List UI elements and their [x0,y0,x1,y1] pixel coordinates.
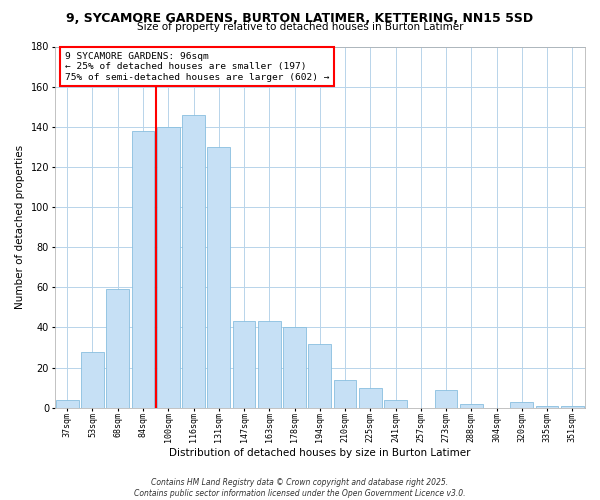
Bar [460,404,483,408]
Bar [106,290,129,408]
Bar [81,352,104,408]
Bar [233,322,256,408]
Bar [561,406,584,408]
Bar [208,147,230,408]
Bar [131,131,154,408]
Text: Size of property relative to detached houses in Burton Latimer: Size of property relative to detached ho… [137,22,463,32]
Bar [536,406,559,408]
X-axis label: Distribution of detached houses by size in Burton Latimer: Distribution of detached houses by size … [169,448,470,458]
Bar [258,322,281,408]
Y-axis label: Number of detached properties: Number of detached properties [15,145,25,309]
Text: 9, SYCAMORE GARDENS, BURTON LATIMER, KETTERING, NN15 5SD: 9, SYCAMORE GARDENS, BURTON LATIMER, KET… [67,12,533,26]
Bar [334,380,356,408]
Bar [283,328,306,408]
Bar [182,114,205,408]
Bar [511,402,533,408]
Text: 9 SYCAMORE GARDENS: 96sqm
← 25% of detached houses are smaller (197)
75% of semi: 9 SYCAMORE GARDENS: 96sqm ← 25% of detac… [65,52,330,82]
Bar [384,400,407,408]
Bar [359,388,382,408]
Bar [308,344,331,408]
Bar [435,390,457,408]
Text: Contains HM Land Registry data © Crown copyright and database right 2025.
Contai: Contains HM Land Registry data © Crown c… [134,478,466,498]
Bar [56,400,79,408]
Bar [157,127,179,408]
